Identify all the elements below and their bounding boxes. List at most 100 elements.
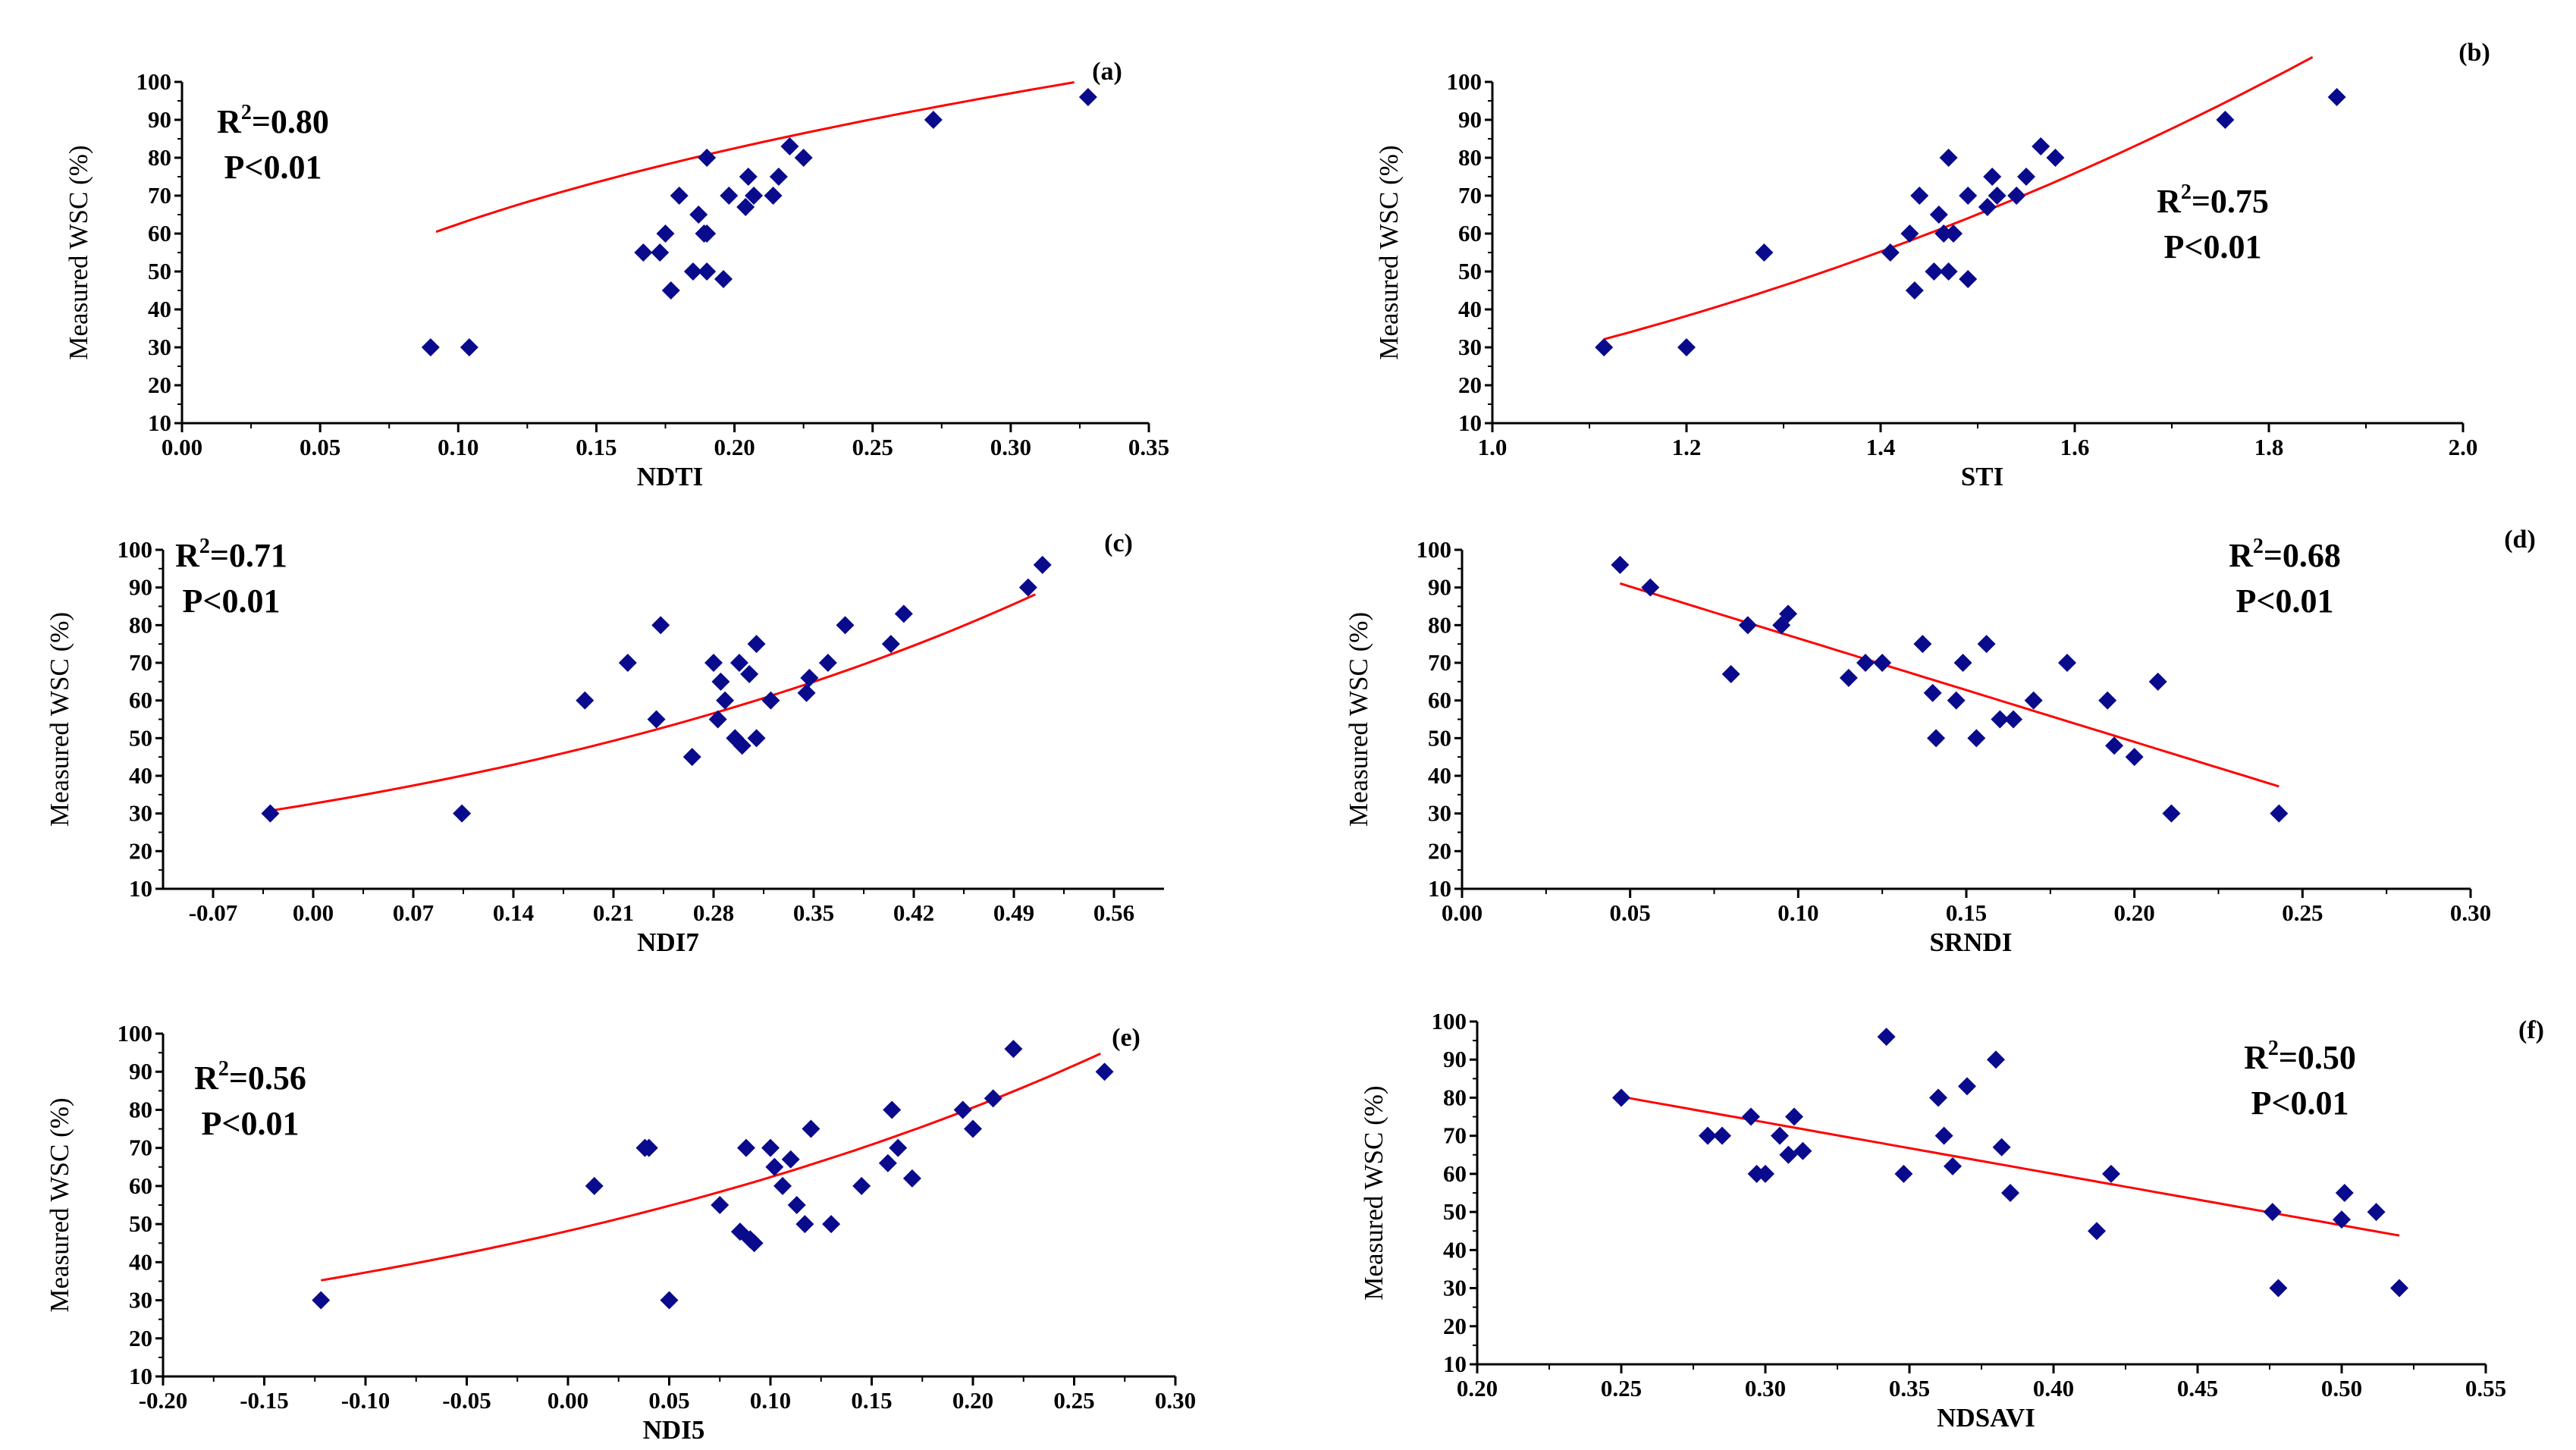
x-axis-title: NDI7 xyxy=(637,927,699,957)
y-tick-label: 60 xyxy=(148,220,171,246)
data-point xyxy=(953,1100,972,1119)
data-point xyxy=(1894,1164,1913,1183)
data-point xyxy=(1839,668,1858,687)
x-tick-label: 2.0 xyxy=(2449,434,2478,460)
fit-line xyxy=(270,593,1036,812)
data-point xyxy=(739,168,758,186)
x-tick-label: 1.0 xyxy=(1478,434,1508,460)
data-point xyxy=(1944,224,1963,243)
y-tick-label: 80 xyxy=(1443,1084,1467,1110)
x-tick-label: 0.07 xyxy=(393,899,434,926)
x-tick-label: 0.40 xyxy=(2033,1375,2074,1401)
data-point xyxy=(1877,1028,1896,1047)
y-tick-label: 30 xyxy=(129,1287,152,1313)
data-point xyxy=(726,729,745,748)
data-point xyxy=(2216,111,2235,129)
data-point xyxy=(2269,1279,2288,1298)
y-tick-label: 30 xyxy=(1458,334,1482,360)
x-tick-label: 0.49 xyxy=(993,899,1034,926)
x-tick-label: 0.20 xyxy=(2114,899,2155,926)
data-point xyxy=(312,1291,331,1310)
data-point xyxy=(984,1089,1002,1108)
y-tick-label: 10 xyxy=(1458,410,1482,436)
x-axis-title: NDTI xyxy=(637,462,704,491)
y-tick-label: 100 xyxy=(118,1020,153,1047)
data-point xyxy=(2024,691,2043,710)
x-tick-label: 0.25 xyxy=(1053,1387,1094,1414)
x-tick-label: 0.00 xyxy=(548,1387,588,1414)
data-point xyxy=(800,668,819,687)
y-tick-label: 70 xyxy=(1443,1122,1467,1149)
data-point xyxy=(1947,691,1966,710)
data-point xyxy=(1018,578,1037,597)
data-point xyxy=(747,635,766,654)
y-tick-label: 50 xyxy=(148,258,171,284)
data-point xyxy=(1793,1141,1812,1160)
p-value-label: P<0.01 xyxy=(224,149,322,186)
chart-svg: 10 20 30 40 50 60 70 80 90 100 0.20 0.25 0.30 0.35 0.4… xyxy=(1359,1008,2544,1433)
x-tick-label: 0.25 xyxy=(852,434,893,460)
data-point xyxy=(421,338,440,356)
chart-panel-a: 10 20 30 40 50 60 70 80 90 100 0.00 0.05 0.10 0.15 0.2… xyxy=(0,0,1288,491)
y-tick-label: 20 xyxy=(1428,837,1451,864)
x-tick-label: 1.4 xyxy=(1866,434,1896,460)
x-tick-label: 0.15 xyxy=(1946,899,1987,926)
fit-line xyxy=(321,1053,1101,1282)
data-point xyxy=(1699,1126,1717,1145)
data-point xyxy=(660,1291,679,1310)
y-tick-label: 100 xyxy=(1447,68,1483,95)
data-point xyxy=(765,1157,784,1176)
data-point xyxy=(836,616,855,635)
data-point xyxy=(1078,88,1097,106)
data-point xyxy=(902,1169,921,1188)
y-tick-label: 60 xyxy=(1458,220,1482,246)
data-point xyxy=(2046,149,2065,167)
data-point xyxy=(1987,1050,2005,1069)
x-tick-label: 0.30 xyxy=(1745,1375,1786,1401)
x-tick-label: 0.30 xyxy=(2450,899,2491,926)
data-point xyxy=(1944,1157,1962,1175)
y-tick-label: 70 xyxy=(148,182,171,209)
x-tick-label: -0.07 xyxy=(189,899,238,926)
chart-panel-f: 10 20 30 40 50 60 70 80 90 100 0.20 0.25 0.30 0.35 0.4… xyxy=(1288,966,2575,1449)
data-point xyxy=(711,1196,730,1214)
y-tick-label: 20 xyxy=(1443,1313,1467,1339)
y-tick-label: 40 xyxy=(1458,296,1482,322)
data-point xyxy=(1929,206,1948,224)
data-point xyxy=(1755,243,1774,262)
data-point xyxy=(795,1215,814,1234)
data-point xyxy=(1779,1145,1798,1164)
x-tick-label: 0.00 xyxy=(293,899,334,926)
y-tick-label: 90 xyxy=(148,106,171,133)
data-point xyxy=(1771,1126,1789,1145)
y-tick-label: 30 xyxy=(129,800,152,827)
data-point xyxy=(716,691,735,710)
x-axis-title: SRNDI xyxy=(1930,927,2013,957)
p-value-label: P<0.01 xyxy=(2251,1084,2349,1122)
p-value-label: P<0.01 xyxy=(183,582,281,620)
r-squared-label: R2=0.80 xyxy=(217,101,329,140)
data-point xyxy=(802,1119,820,1138)
data-point xyxy=(460,338,478,356)
chart-panel-e: 10 20 30 40 50 60 70 80 90 100 -0.20 -0.15 -0.10 -0.0… xyxy=(0,966,1288,1449)
x-tick-label: 1.8 xyxy=(2254,434,2284,460)
x-tick-label: 0.05 xyxy=(648,1387,689,1414)
y-tick-label: 80 xyxy=(1458,144,1482,171)
x-tick-label: 0.28 xyxy=(693,899,734,926)
x-axis-title: STI xyxy=(1961,462,2003,491)
data-point xyxy=(1959,187,1978,205)
p-value-label: P<0.01 xyxy=(202,1105,300,1142)
data-point xyxy=(1595,338,1614,356)
data-point xyxy=(2367,1203,2386,1222)
data-point xyxy=(711,672,730,691)
y-tick-label: 90 xyxy=(1428,574,1451,601)
y-tick-label: 10 xyxy=(129,1363,152,1389)
x-tick-label: 0.42 xyxy=(893,899,934,926)
data-point xyxy=(822,1215,841,1234)
y-tick-label: 40 xyxy=(129,762,152,789)
y-tick-label: 10 xyxy=(1428,875,1451,902)
y-tick-label: 10 xyxy=(148,410,171,436)
y-tick-label: 10 xyxy=(1443,1351,1467,1377)
data-point xyxy=(1873,654,1892,672)
y-axis-title: Measured WSC (%) xyxy=(1374,145,1404,359)
